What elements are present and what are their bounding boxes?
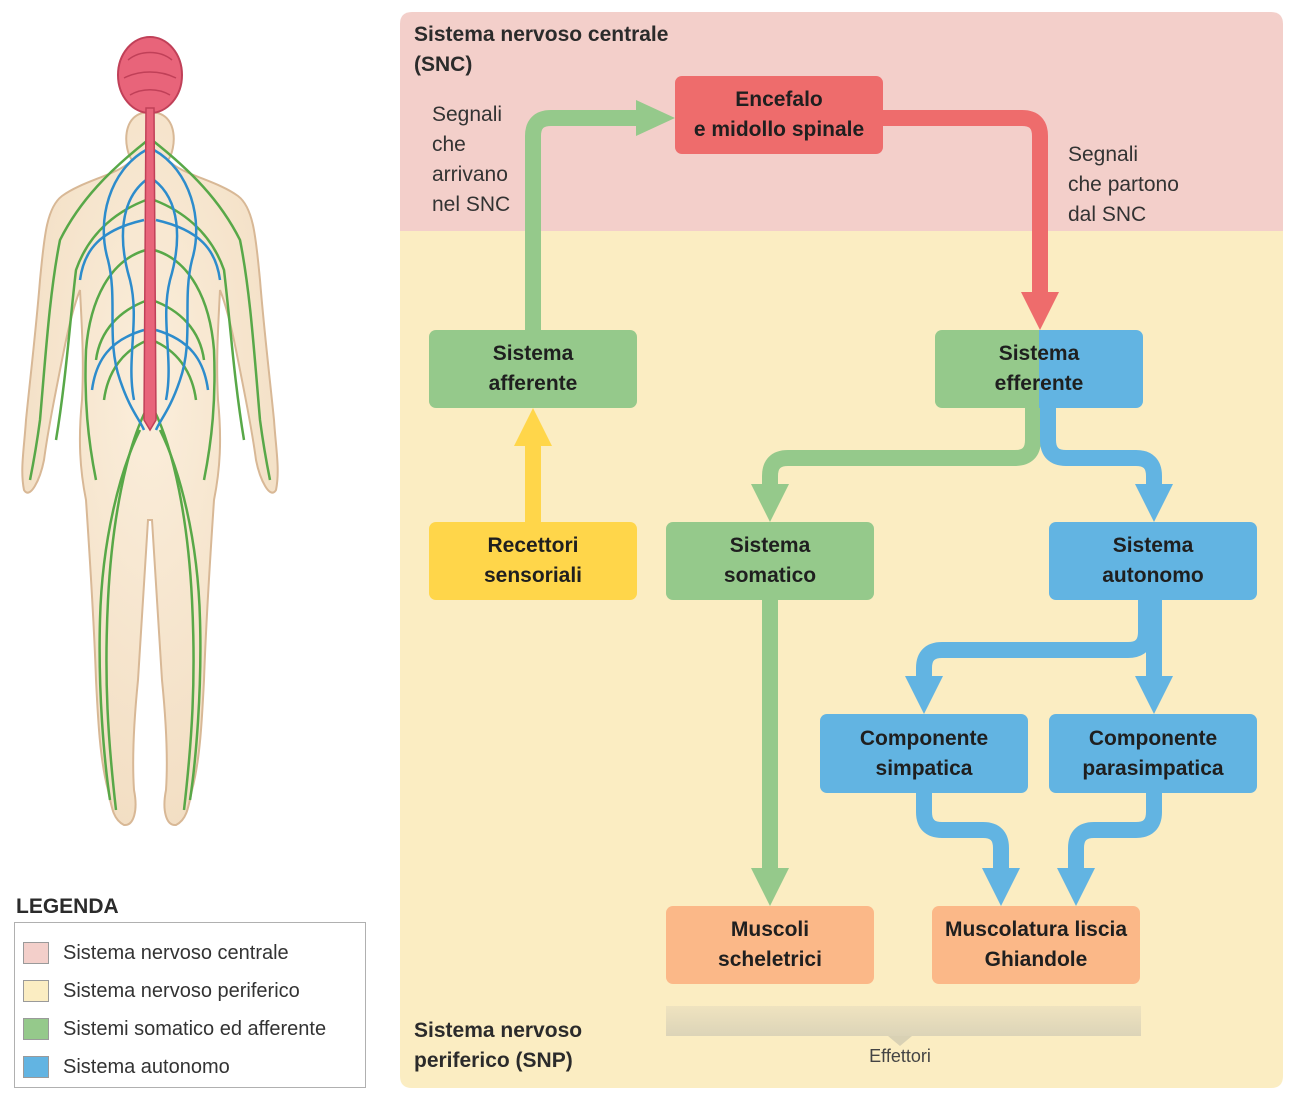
skeletal-muscles-node: Muscoli scheletrici xyxy=(666,906,874,984)
legend-label-cns: Sistema nervoso centrale xyxy=(63,941,289,964)
arrowhead-afferent-to-cns xyxy=(636,100,675,136)
spinal-cord-shape xyxy=(143,107,157,432)
legend-item: Sistema nervoso periferico xyxy=(23,977,300,1005)
arrowhead-efferent-to-somatic xyxy=(751,484,789,522)
incoming-signals-label: Segnali che arrivano nel SNC xyxy=(432,103,511,216)
arrow-parasympathetic-to-smooth xyxy=(1068,793,1162,872)
legend-label-pns: Sistema nervoso periferico xyxy=(63,979,300,1002)
legend-title: LEGENDA xyxy=(16,895,119,918)
arrow-afferent-to-cns xyxy=(525,110,640,332)
arrowhead-parasympathetic-to-smooth xyxy=(1057,868,1095,906)
brain-shape xyxy=(117,36,183,114)
outgoing-signals-label: Segnali che partono dal SNC xyxy=(1068,143,1179,226)
legend-swatch-somatic xyxy=(23,1018,49,1040)
legend-item: Sistemi somatico ed afferente xyxy=(23,1015,326,1043)
somatic-system-node: Sistema somatico xyxy=(666,522,874,600)
arrowhead-cns-to-efferent xyxy=(1021,292,1059,330)
arrow-cns-to-efferent xyxy=(880,110,1048,295)
afferent-system-node: Sistema afferente xyxy=(429,330,637,408)
brain-and-spinal-cord-node: Encefalo e midollo spinale xyxy=(675,76,883,154)
pns-region-title: Sistema nervoso periferico (SNP) xyxy=(414,1019,583,1072)
legend-swatch-pns xyxy=(23,980,49,1002)
body-silhouette-outline xyxy=(21,110,279,826)
cns-region-title: Sistema nervoso centrale (SNC) xyxy=(414,23,669,76)
legend-label-somatic: Sistemi somatico ed afferente xyxy=(63,1017,327,1040)
arrow-efferent-to-somatic xyxy=(762,408,1041,490)
sympathetic-component-node: Componente simpatica xyxy=(820,714,1028,793)
arrowhead-receptors-to-afferent xyxy=(514,408,552,446)
effectors-bracket xyxy=(666,1006,1141,1036)
legend-swatch-cns xyxy=(23,942,49,964)
arrowhead-somatic-to-skeletal xyxy=(751,868,789,906)
arrowhead-sympathetic-to-smooth xyxy=(982,868,1020,906)
legend-item: Sistema autonomo xyxy=(23,1053,230,1081)
autonomic-system-node: Sistema autonomo xyxy=(1049,522,1257,600)
human-nervous-system-illustration xyxy=(21,36,279,826)
arrowhead-autonomic-to-sympathetic xyxy=(905,676,943,714)
legend-swatch-autonomic xyxy=(23,1056,49,1078)
efferent-system-node: Sistema efferente xyxy=(935,330,1143,408)
arrowhead-efferent-to-autonomic xyxy=(1135,484,1173,522)
legend-item: Sistema nervoso centrale xyxy=(23,939,289,967)
smooth-muscle-glands-node: Muscolatura liscia Ghiandole xyxy=(932,906,1140,984)
arrow-sympathetic-to-smooth xyxy=(916,793,1009,872)
sensory-receptors-node: Recettori sensoriali xyxy=(429,522,637,600)
legend-label-autonomic: Sistema autonomo xyxy=(63,1055,230,1078)
legend-box: Sistema nervoso centrale Sistema nervoso… xyxy=(14,922,366,1088)
arrowhead-autonomic-to-parasympathetic xyxy=(1135,676,1173,714)
parasympathetic-component-node: Componente parasimpatica xyxy=(1049,714,1257,793)
effectors-label: Effettori xyxy=(869,1046,931,1066)
arrow-efferent-to-autonomic xyxy=(1040,408,1162,490)
effectors-pointer xyxy=(888,1036,912,1046)
arrow-autonomic-trunk xyxy=(916,600,1154,682)
